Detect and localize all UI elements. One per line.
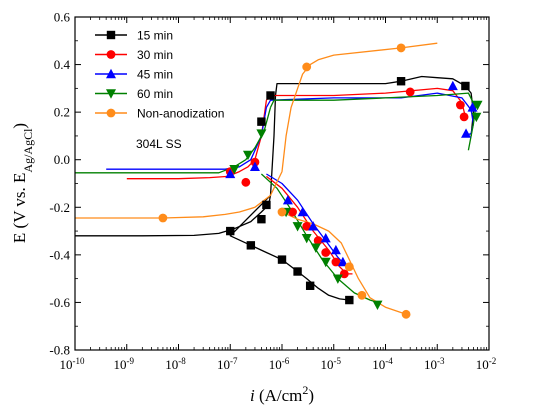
y-tick-label: 0.0 bbox=[54, 152, 70, 167]
y-tick-label: -0.8 bbox=[49, 343, 70, 358]
legend-label-2: 45 min bbox=[137, 68, 173, 82]
data-point-series-0 bbox=[262, 200, 271, 210]
data-point-series-0 bbox=[345, 295, 354, 305]
data-point-series-3 bbox=[372, 300, 383, 311]
data-point-series-3 bbox=[332, 274, 343, 284]
data-point-series-3 bbox=[292, 222, 303, 232]
data-point-series-3 bbox=[229, 165, 240, 175]
data-point-series-3 bbox=[320, 257, 331, 268]
x-tick-label: 10-10 bbox=[60, 356, 85, 372]
data-point-series-1 bbox=[331, 257, 341, 267]
legend-marker-4 bbox=[106, 108, 116, 118]
data-point-series-1 bbox=[302, 221, 312, 231]
data-point-series-3 bbox=[310, 243, 321, 253]
data-point-series-3 bbox=[242, 150, 253, 161]
legend-marker-0 bbox=[106, 30, 116, 40]
legend-note-sample: 304L SS bbox=[136, 137, 182, 151]
data-point-series-3 bbox=[472, 100, 483, 111]
x-axis-title: i (A/cm2) bbox=[250, 383, 314, 405]
data-point-series-2 bbox=[447, 80, 458, 91]
data-point-series-2 bbox=[320, 233, 331, 243]
data-point-series-4 bbox=[357, 290, 367, 300]
legend-label-0: 15 min bbox=[137, 29, 173, 43]
legend-marker-1 bbox=[106, 50, 116, 59]
data-point-series-1 bbox=[321, 248, 331, 257]
x-tick-label: 10-2 bbox=[476, 356, 497, 372]
x-tick-label: 10-9 bbox=[114, 356, 135, 372]
data-point-series-2 bbox=[337, 256, 348, 267]
data-point-series-0 bbox=[257, 214, 266, 224]
data-point-series-1 bbox=[339, 269, 349, 279]
data-point-series-1 bbox=[241, 177, 251, 187]
series-line-0-anodic bbox=[269, 75, 475, 196]
y-tick-label: -0.2 bbox=[49, 200, 70, 215]
legend-label-1: 30 min bbox=[137, 48, 173, 62]
data-point-series-4 bbox=[396, 43, 406, 53]
data-point-series-1 bbox=[459, 112, 469, 122]
data-point-series-2 bbox=[297, 206, 308, 217]
x-tick-label: 10-7 bbox=[217, 356, 238, 372]
legend-marker-3 bbox=[106, 89, 116, 99]
legend: 304L SS 15 min 30 min 45 min 60 min Non-anod… bbox=[95, 29, 224, 151]
x-tick-label: 10-4 bbox=[372, 356, 393, 372]
data-point-series-0 bbox=[277, 255, 287, 264]
data-point-series-2 bbox=[461, 128, 472, 138]
y-tick-label: 0.6 bbox=[54, 10, 71, 25]
data-point-series-0 bbox=[246, 241, 256, 250]
data-point-series-1 bbox=[455, 100, 465, 110]
x-tick-label: 10-5 bbox=[321, 356, 342, 372]
x-tick-label: 10-6 bbox=[269, 356, 290, 372]
legend-label-3: 60 min bbox=[137, 87, 173, 101]
y-axis-title: E (V vs. EAg/AgCl) bbox=[10, 123, 35, 243]
legend-marker-2 bbox=[106, 68, 116, 79]
series-line-1-cathodic bbox=[126, 100, 268, 180]
data-point-series-1 bbox=[405, 87, 415, 97]
data-point-series-3 bbox=[301, 234, 312, 244]
data-point-series-4 bbox=[158, 213, 168, 223]
data-point-series-0 bbox=[266, 91, 275, 100]
data-point-series-2 bbox=[330, 244, 341, 255]
data-point-series-3 bbox=[256, 129, 267, 139]
data-point-series-4 bbox=[277, 207, 287, 217]
data-point-series-0 bbox=[461, 81, 470, 91]
data-point-series-2 bbox=[282, 194, 293, 205]
data-point-series-0 bbox=[257, 117, 266, 126]
data-point-series-4 bbox=[302, 62, 312, 72]
y-tick-label: 0.2 bbox=[54, 105, 70, 120]
series-line-4-cathodic bbox=[75, 42, 438, 219]
data-point-series-0 bbox=[226, 226, 235, 236]
data-point-series-2 bbox=[225, 168, 236, 179]
data-point-series-0 bbox=[293, 267, 302, 276]
y-tick-label: -0.6 bbox=[49, 295, 70, 310]
data-point-series-2 bbox=[308, 221, 319, 231]
x-tick-label: 10-3 bbox=[424, 356, 445, 372]
y-axis: -0.8 -0.6 -0.4 -0.2 0.0 0.2 0.4 0.6 bbox=[49, 10, 489, 358]
y-tick-label: -0.4 bbox=[49, 247, 70, 262]
data-point-series-1 bbox=[313, 236, 323, 245]
data-point-series-4 bbox=[344, 262, 354, 272]
data-point-series-2 bbox=[467, 102, 478, 112]
data-point-series-3 bbox=[471, 112, 482, 123]
legend-label-4: Non-anodization bbox=[137, 107, 224, 121]
data-point-series-1 bbox=[288, 207, 297, 217]
x-axis: 10-10 10-9 10-8 10-7 10-6 10-5 10-4 10-3 10-2 bbox=[60, 17, 497, 372]
y-tick-label: 0.4 bbox=[54, 57, 71, 72]
data-point-series-0 bbox=[305, 281, 315, 290]
data-point-series-2 bbox=[249, 161, 260, 172]
data-point-series-0 bbox=[396, 77, 406, 86]
x-tick-label: 10-8 bbox=[165, 356, 186, 372]
marker-layer bbox=[158, 43, 483, 319]
data-point-series-4 bbox=[401, 309, 411, 319]
